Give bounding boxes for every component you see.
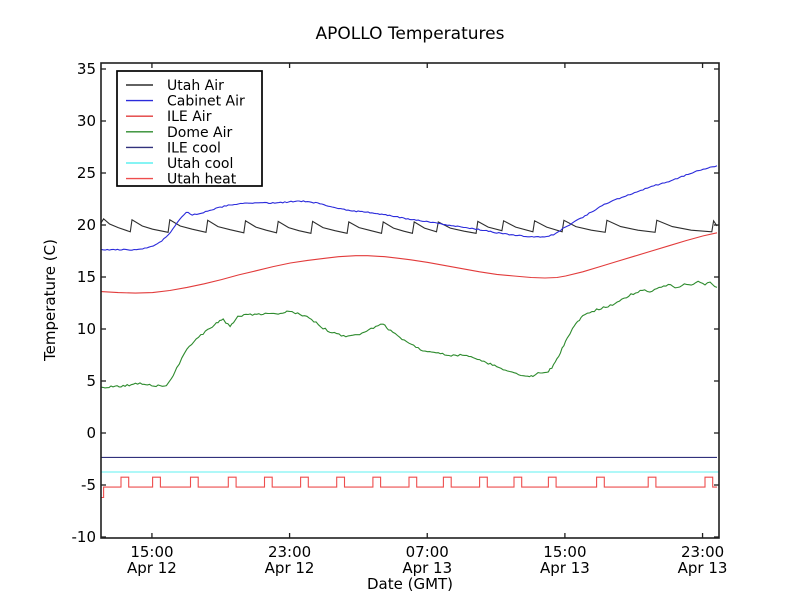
y-tick-label: 15 [77,268,96,286]
y-tick-label: -5 [81,476,96,494]
legend-label: Utah cool [167,156,233,172]
x-tick-label-date: Apr 12 [265,559,315,577]
legend-box [116,70,263,187]
x-tick-label-time: 23:00 [681,543,724,561]
x-tick-label-date: Apr 12 [127,559,177,577]
x-tick-label-time: 15:00 [130,543,173,561]
legend-label: Utah heat [167,172,237,188]
x-tick-label-time: 07:00 [406,543,449,561]
x-axis-label: Date (GMT) [367,575,453,593]
legend-label: Cabinet Air [167,94,245,110]
x-tick-label-time: 23:00 [268,543,311,561]
legend-label: Utah Air [167,78,224,94]
x-tick-label-date: Apr 13 [678,559,728,577]
series-line-utah-heat [101,476,717,499]
y-tick-label: -10 [72,528,97,546]
series-group [101,165,719,499]
y-tick-label: 35 [77,60,96,78]
x-tick-label-date: Apr 13 [540,559,590,577]
y-tick-label: 0 [86,424,96,442]
x-tick-label-time: 15:00 [543,543,586,561]
y-axis-label: Temperature (C) [41,239,59,362]
y-tick-label: 10 [77,320,96,338]
axes-border [100,62,720,539]
legend-label: ILE Air [167,109,212,125]
series-line-cabinet-air [101,165,718,251]
x-tick-label-date: Apr 13 [402,559,452,577]
y-tick-label: 20 [77,216,96,234]
series-line-ile-air [101,232,718,294]
series-line-utah-air [101,217,718,234]
y-tick-label: 25 [77,164,96,182]
series-line-dome-air [101,280,718,389]
y-tick-label: 5 [86,372,96,390]
y-tick-label: 30 [77,112,96,130]
chart-title: APOLLO Temperatures [316,24,505,44]
legend-label: Dome Air [167,125,233,141]
legend-label: ILE cool [167,140,221,156]
